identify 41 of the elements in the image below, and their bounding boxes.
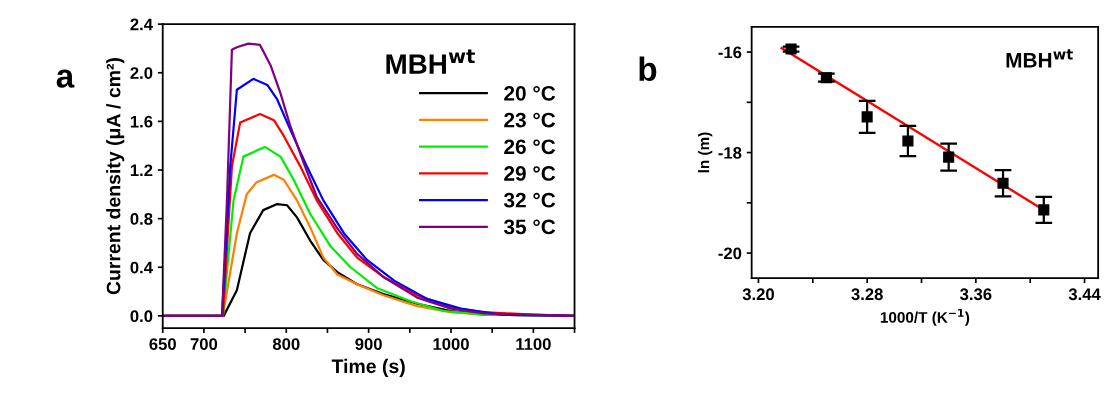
y-tick-label: 0.8 <box>130 213 153 225</box>
y-tick-label: 2.0 <box>130 67 153 79</box>
y-tick-label: -16 <box>718 46 742 59</box>
y-tick-label: -20 <box>718 247 742 260</box>
legend-label: 29 °C <box>504 166 556 181</box>
point <box>785 43 797 55</box>
text: a <box>56 69 75 88</box>
annotation: MBH$^{wt}$ <box>1006 49 1073 68</box>
x-axis-title: Time (s) <box>331 358 405 377</box>
y-tick-label: 0.0 <box>130 310 153 323</box>
legend-label: 23 °C <box>504 112 556 128</box>
point <box>1038 204 1050 216</box>
y-axis-title: Current density (μA / cm²) <box>106 58 125 295</box>
x-tick-label: 900 <box>355 338 382 350</box>
point <box>820 72 832 84</box>
point <box>861 111 873 123</box>
x-tick-label: 3.36 <box>960 288 992 301</box>
x-tick-label: 1000 <box>433 338 469 350</box>
x-tick-label: 650 <box>149 338 176 350</box>
y-tick-label: 1.2 <box>130 164 153 177</box>
point <box>902 135 914 147</box>
legend-label: 20 °C <box>504 85 556 101</box>
x-tick-label: 3.28 <box>851 288 883 301</box>
legend-label: 26 °C <box>504 139 556 155</box>
point <box>943 151 955 163</box>
legend-label: 32 °C <box>503 192 556 208</box>
y-tick-label: 1.6 <box>130 115 153 128</box>
y-axis-title: ln (m) <box>698 132 713 173</box>
y-tick-label: 2.4 <box>130 18 153 31</box>
legend-label: 35 °C <box>503 219 556 235</box>
x-tick-label: 700 <box>190 338 218 350</box>
point <box>997 177 1009 189</box>
x-tick-label: 3.44 <box>1068 288 1101 301</box>
y-tick-label: 0.4 <box>130 261 153 274</box>
x-tick-label: 3.20 <box>742 288 774 301</box>
x-tick-label: 1100 <box>516 338 551 350</box>
y-tick-label: -18 <box>718 146 742 159</box>
text: b <box>639 56 657 82</box>
x-tick-label: 800 <box>272 338 300 350</box>
annotation: MBH$^{wt}$ <box>386 49 475 74</box>
x-axis-title: 1000/T (K$^{−1}$) <box>880 309 970 326</box>
